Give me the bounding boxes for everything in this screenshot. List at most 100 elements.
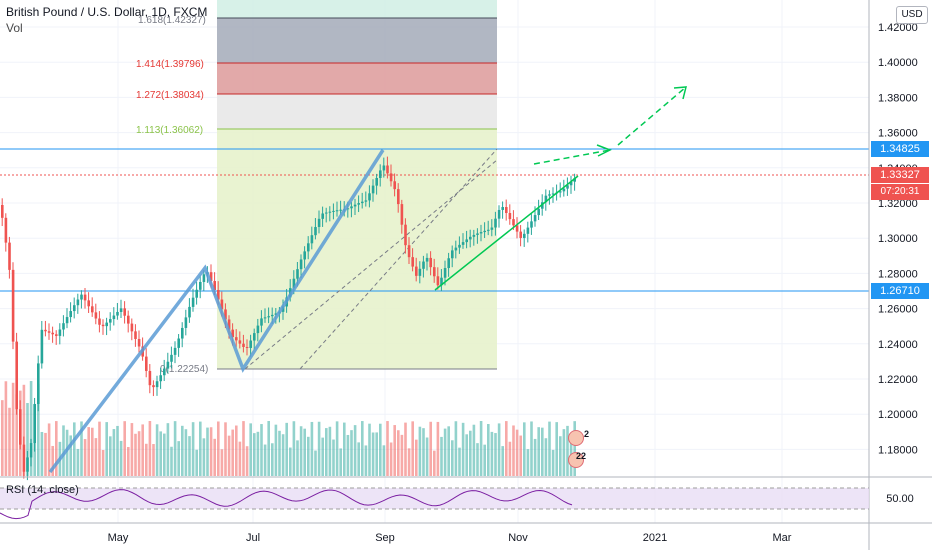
volume-bar bbox=[289, 447, 292, 476]
candle-body bbox=[436, 276, 440, 286]
candle-body bbox=[109, 319, 112, 323]
candle-body bbox=[22, 444, 26, 472]
projection-arrow-2[interactable] bbox=[617, 86, 687, 146]
candle-body bbox=[202, 274, 206, 282]
volume-bar bbox=[83, 439, 87, 476]
candle-body bbox=[220, 299, 224, 310]
fib-label-1272: 1.272(1.38034) bbox=[136, 90, 204, 101]
candle-body bbox=[515, 225, 519, 232]
volume-bar bbox=[508, 441, 512, 476]
candle-body bbox=[80, 294, 83, 300]
fib-zone-1414 bbox=[217, 63, 497, 94]
volume-bar bbox=[1, 400, 4, 476]
harmonic-pattern[interactable] bbox=[48, 149, 385, 474]
volume-bar bbox=[62, 425, 65, 476]
volume-bar bbox=[278, 430, 281, 476]
volume-bar bbox=[271, 443, 274, 476]
news-avatar-icon[interactable] bbox=[568, 452, 584, 468]
volume-bar bbox=[433, 450, 436, 476]
candle-body bbox=[227, 319, 231, 330]
volume-bar bbox=[80, 421, 83, 476]
candle-body bbox=[199, 281, 202, 290]
price-axis-label: 1.40000 bbox=[878, 57, 918, 69]
candle-body bbox=[573, 178, 576, 182]
volume-bar bbox=[173, 421, 177, 476]
candle-body bbox=[184, 317, 188, 328]
volume-bar bbox=[260, 424, 263, 476]
candle-body bbox=[242, 343, 245, 347]
volume-bar bbox=[335, 421, 339, 476]
projection-arrow-2-head bbox=[673, 86, 687, 100]
projection-arrow-1[interactable] bbox=[533, 149, 611, 165]
volume-bar bbox=[526, 449, 530, 476]
candle-body bbox=[29, 443, 33, 458]
currency-button[interactable]: USD bbox=[896, 6, 928, 24]
volume-bar bbox=[537, 427, 540, 476]
candle-body bbox=[231, 329, 234, 338]
candle-body bbox=[152, 385, 155, 388]
volume-bar bbox=[177, 441, 180, 476]
candle-body bbox=[476, 233, 479, 235]
rsi-label[interactable]: RSI (14, close) bbox=[6, 484, 79, 496]
volume-bar bbox=[490, 431, 494, 476]
volume-bar bbox=[202, 438, 206, 476]
volume-bar bbox=[26, 403, 29, 476]
candle-body bbox=[159, 375, 162, 382]
candle-body bbox=[389, 173, 393, 182]
volume-bar bbox=[235, 425, 238, 476]
candle-body bbox=[245, 346, 249, 348]
volume-bar bbox=[346, 434, 350, 476]
volume-bar bbox=[101, 450, 105, 476]
candle-body bbox=[483, 230, 486, 233]
candle-body bbox=[127, 315, 130, 324]
volume-bar bbox=[479, 421, 483, 476]
candle-body bbox=[519, 231, 522, 238]
volume-bar bbox=[407, 448, 411, 476]
price-axis[interactable]: 1.420001.400001.380001.360001.340001.320… bbox=[878, 22, 918, 456]
volume-bar bbox=[523, 422, 526, 476]
volume-bar bbox=[213, 438, 216, 476]
price-axis-label: 1.38000 bbox=[878, 92, 918, 104]
volume-bar bbox=[256, 431, 260, 476]
time-axis-label: May bbox=[108, 532, 129, 544]
volume-bar bbox=[555, 422, 558, 476]
volume-bar bbox=[267, 421, 270, 476]
volume-bar bbox=[447, 426, 450, 476]
volume-bar bbox=[548, 421, 551, 476]
time-axis[interactable]: May Jul Sep Nov 2021 Mar bbox=[108, 532, 792, 544]
idea-avatar-icon[interactable] bbox=[568, 430, 584, 446]
price-axis-label: 1.18000 bbox=[878, 444, 918, 456]
candle-body bbox=[87, 300, 90, 307]
rsi-value-tag: 50.00 bbox=[871, 491, 929, 507]
symbol-title[interactable]: British Pound / U.S. Dollar, 1D, FXCM bbox=[6, 5, 208, 19]
volume-bar bbox=[29, 381, 33, 476]
candle-body bbox=[195, 289, 198, 298]
volume-bar bbox=[148, 421, 152, 476]
volume-bar bbox=[299, 426, 303, 476]
volume-bar bbox=[454, 421, 458, 476]
candle-body bbox=[303, 251, 306, 260]
uptrend-line[interactable] bbox=[434, 175, 579, 291]
volume-bar bbox=[364, 445, 368, 476]
candle-body bbox=[418, 268, 422, 276]
candle-body bbox=[530, 221, 533, 228]
candle-body bbox=[55, 334, 58, 336]
candle-body bbox=[47, 331, 51, 333]
fib-label-1113: 1.113(1.36062) bbox=[136, 125, 203, 136]
price-axis-label: 1.30000 bbox=[878, 233, 918, 245]
candle-body bbox=[332, 210, 335, 212]
candle-body bbox=[479, 232, 483, 234]
time-axis-label: Sep bbox=[375, 532, 395, 544]
volume-bar bbox=[98, 421, 101, 476]
candle-body bbox=[487, 229, 490, 231]
volume-bar bbox=[263, 444, 267, 476]
price-axis-label: 1.36000 bbox=[878, 128, 918, 140]
candle-body bbox=[339, 209, 342, 211]
price-axis-label: 1.26000 bbox=[878, 304, 918, 316]
candle-body bbox=[494, 218, 497, 228]
candle-body bbox=[188, 306, 191, 318]
candle-body bbox=[26, 457, 29, 472]
volume-bar bbox=[40, 431, 44, 476]
volume-bar bbox=[317, 421, 321, 476]
